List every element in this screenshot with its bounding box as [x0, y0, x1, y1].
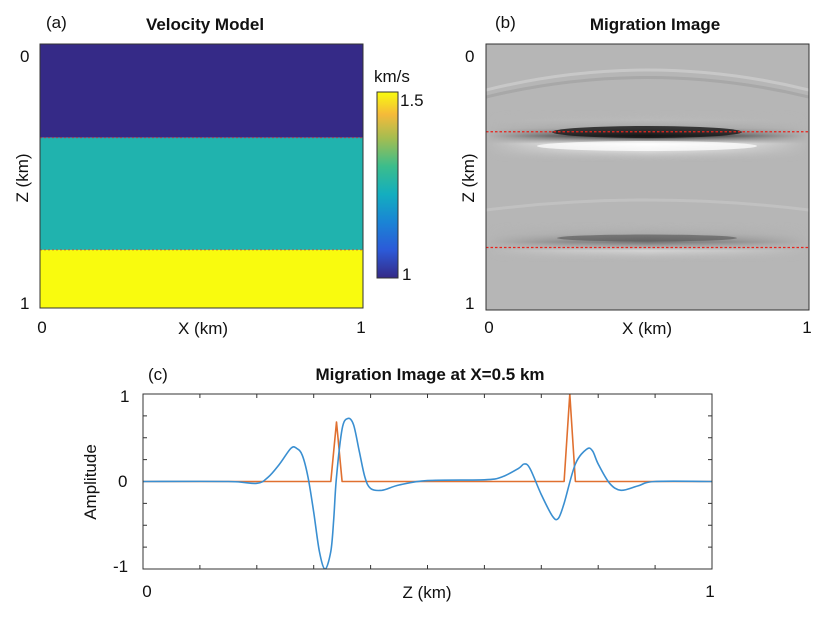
panel-c-y-tick-1: 1: [120, 387, 129, 406]
panel-a-x-tick-1: 1: [356, 318, 365, 337]
panel-c-title: Migration Image at X=0.5 km: [315, 365, 544, 384]
panel-a-xlabel: X (km): [178, 319, 228, 338]
panel-a-x-tick-0: 0: [37, 318, 46, 337]
panel-b-title: Migration Image: [590, 15, 720, 34]
colorbar-tick-max: 1.5: [400, 91, 424, 110]
panel-b-xlabel: X (km): [622, 319, 672, 338]
panel-b-y-tick-0: 0: [465, 47, 474, 66]
migration-reflector-1-core: [552, 126, 742, 138]
panel-b-y-tick-1: 1: [465, 294, 474, 313]
migration-arc-bottom: [486, 198, 809, 212]
panel-c: (c) Migration Image at X=0.5 km 1 0 -1 0…: [81, 365, 715, 602]
migration-reflector-2: [486, 222, 809, 262]
panel-c-y-tick-0: 0: [118, 472, 127, 491]
panel-c-xlabel: Z (km): [402, 583, 451, 602]
panel-b-axes-frame: [485, 43, 810, 311]
panel-b-ylabel: Z (km): [459, 153, 478, 202]
panel-a-ylabel: Z (km): [13, 153, 32, 202]
panel-c-x-tick-1: 1: [705, 582, 714, 601]
panel-a-title: Velocity Model: [146, 15, 264, 34]
colorbar-tick-min: 1: [402, 265, 411, 284]
panel-a: (a) Velocity Model 0 1 0 1 X (km) Z (km)…: [13, 13, 424, 338]
colorbar-label: km/s: [374, 67, 410, 86]
migration-image: [486, 44, 809, 310]
velocity-layer-2: [40, 137, 363, 250]
migration-arc-top-dark: [486, 76, 809, 99]
velocity-layers: [40, 44, 363, 308]
reflectivity-line: [143, 394, 712, 483]
panel-c-axes-frame: [142, 393, 713, 570]
panel-c-series: [143, 394, 712, 569]
migration-background: [486, 44, 809, 310]
velocity-layer-3: [40, 249, 363, 308]
panel-a-y-tick-1: 1: [20, 294, 29, 313]
panel-a-label: (a): [46, 13, 67, 32]
migration-reflector-2-core: [557, 234, 737, 242]
panel-a-y-tick-0: 0: [20, 47, 29, 66]
panel-c-ylabel: Amplitude: [81, 444, 100, 520]
panel-b: (b) Migration Image 0 1 0 1 X (km) Z (km…: [459, 13, 812, 338]
velocity-layer-1: [40, 44, 363, 138]
panel-b-label: (b): [495, 13, 516, 32]
migration-reflector-1-white: [537, 141, 757, 151]
panel-c-x-tick-0: 0: [142, 582, 151, 601]
colorbar: [376, 91, 399, 279]
panel-c-y-tick-neg1: -1: [113, 557, 128, 576]
panel-b-x-tick-1: 1: [802, 318, 811, 337]
panel-b-x-tick-0: 0: [484, 318, 493, 337]
migration-trace-line: [143, 417, 712, 569]
migration-arc-top: [486, 68, 809, 92]
panel-c-label: (c): [148, 365, 168, 384]
panel-a-axes-frame: [39, 43, 364, 309]
